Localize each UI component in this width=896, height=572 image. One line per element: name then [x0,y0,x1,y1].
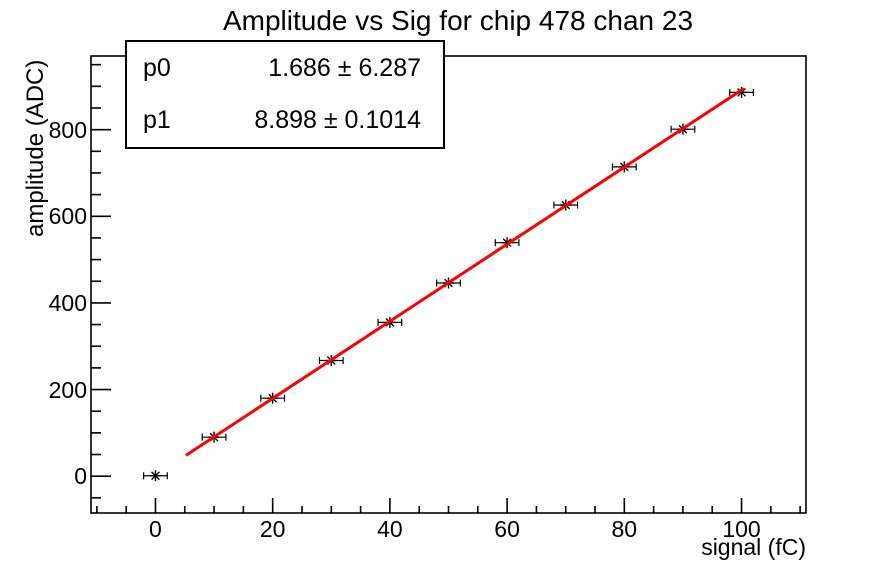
y-tick-label: 800 [48,116,87,143]
fit-stats-box: p0 1.686 ± 6.287 p1 8.898 ± 0.1014 [125,40,445,149]
stats-row-p0: p0 1.686 ± 6.287 [127,42,443,95]
param-value-p1: 8.898 ± 0.1014 [254,106,421,135]
x-tick-label: 20 [259,516,286,542]
stats-row-p1: p1 8.898 ± 0.1014 [127,95,443,148]
x-tick-label: 80 [611,516,638,542]
x-tick-label: 40 [377,516,403,542]
y-tick-label: 400 [48,289,87,316]
fit-line [185,87,745,457]
param-name-p0: p0 [143,53,171,82]
data-point-marker [151,471,160,481]
x-tick-label: 60 [494,516,520,542]
x-tick-label: 100 [722,516,761,542]
x-tick-label: 0 [149,516,162,542]
y-tick-label: 0 [74,463,87,490]
chart-title: Amplitude vs Sig for chip 478 chan 23 [222,5,694,36]
param-value-p0: 1.686 ± 6.287 [268,53,421,82]
y-tick-label: 600 [48,203,87,230]
param-name-p1: p1 [143,106,171,135]
y-axis-title: amplitude (ADC) [22,59,49,237]
y-tick-label: 200 [48,376,87,403]
x-axis-title: signal (fC) [701,534,806,560]
